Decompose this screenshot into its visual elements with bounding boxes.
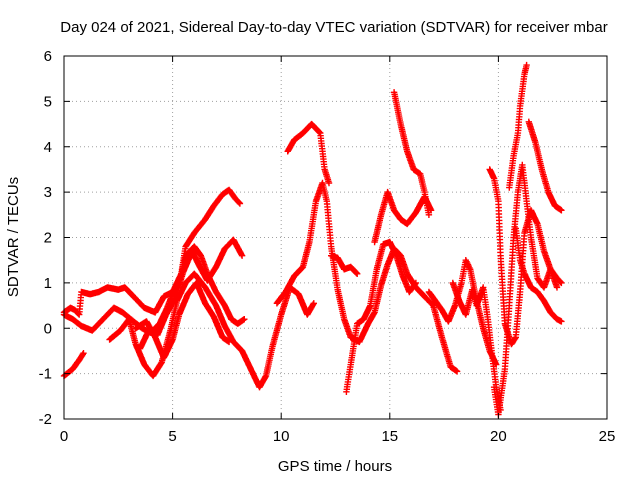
data-point-markers (132, 279, 233, 361)
series-track-q (506, 61, 530, 191)
data-point-markers (390, 89, 433, 218)
y-tick-label: 6 (44, 48, 52, 65)
data-point-markers (273, 179, 461, 375)
series-track-k (390, 89, 433, 218)
series-track-f (132, 279, 233, 361)
chart-title: Day 024 of 2021, Sidereal Day-to-day VTE… (60, 19, 607, 36)
axis-ticks: 0 5 10 15 20 25 -2 -1 0 1 2 3 4 5 6 (39, 48, 616, 445)
series-track-g (273, 179, 461, 375)
series-track-b (60, 186, 244, 318)
series-track-i (328, 252, 361, 277)
y-tick-label: 4 (44, 139, 52, 156)
y-tick-label: 0 (44, 320, 52, 337)
series-track-a (60, 350, 87, 380)
x-tick-label: 15 (381, 428, 398, 445)
data-point-markers (343, 238, 420, 395)
y-tick-label: -2 (39, 411, 52, 428)
series-track-r (525, 118, 565, 214)
y-tick-label: 2 (44, 230, 52, 247)
data-marks (60, 61, 565, 418)
x-tick-label: 10 (273, 428, 290, 445)
y-tick-label: 5 (44, 93, 52, 110)
data-point-markers (512, 225, 565, 325)
data-point-markers (449, 279, 504, 414)
x-axis-label: GPS time / hours (278, 458, 392, 475)
data-point-markers (284, 120, 333, 187)
data-point-markers (506, 61, 530, 191)
data-point-markers (525, 118, 565, 214)
y-axis-label: SDTVAR / TECUs (5, 177, 22, 297)
data-point-markers (328, 252, 361, 277)
x-tick-label: 20 (490, 428, 507, 445)
x-tick-label: 25 (599, 428, 616, 445)
y-tick-label: -1 (39, 366, 52, 383)
x-tick-label: 0 (60, 428, 68, 445)
series-track-p (490, 161, 561, 418)
x-tick-label: 5 (168, 428, 176, 445)
data-point-markers (490, 161, 561, 418)
y-tick-label: 1 (44, 275, 52, 292)
data-point-markers (60, 186, 244, 318)
series-track-h (284, 120, 333, 187)
y-tick-label: 3 (44, 184, 52, 201)
series-track-n (449, 279, 504, 414)
series-track-s (512, 225, 565, 325)
data-point-markers (60, 350, 87, 380)
series-track-l (343, 238, 420, 395)
